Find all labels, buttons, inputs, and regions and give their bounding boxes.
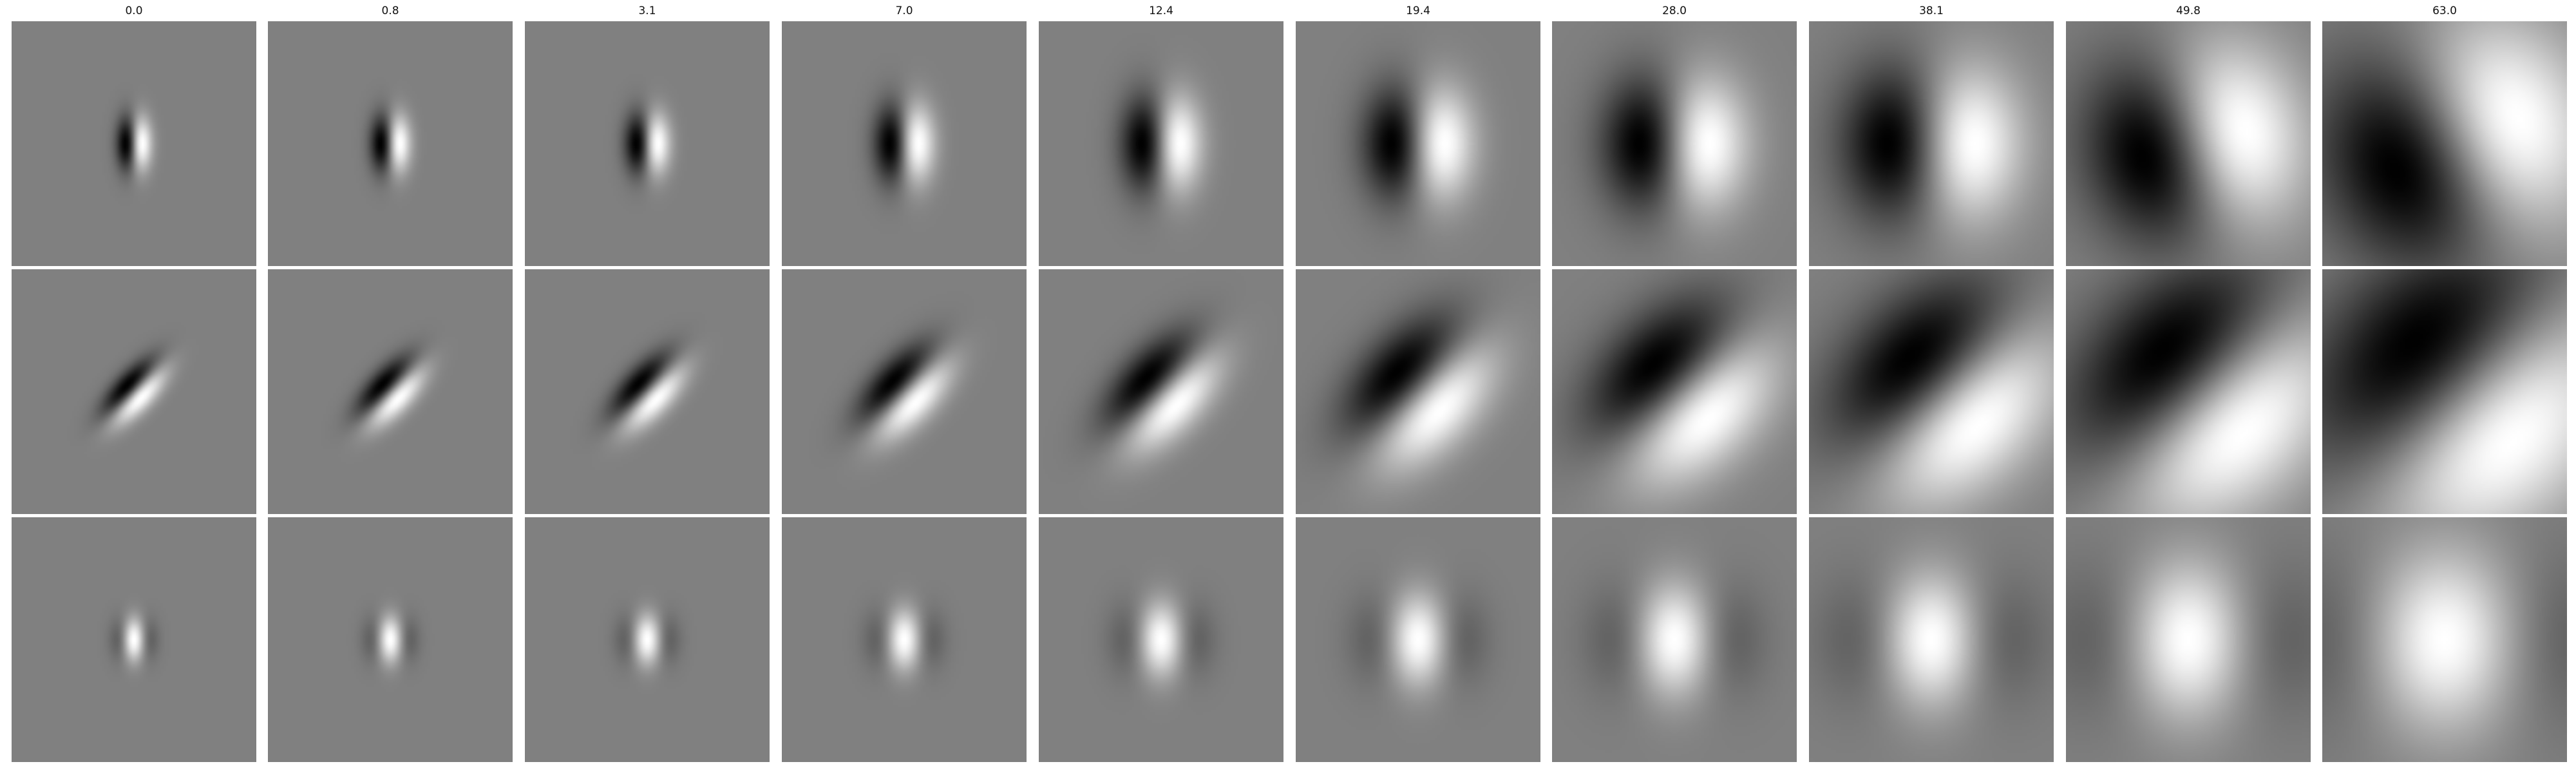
column-title: 49.8 xyxy=(2176,5,2201,17)
filter-panel xyxy=(1552,21,1797,266)
filter-panel xyxy=(2066,269,2311,514)
column-title: 7.0 xyxy=(895,5,913,17)
filter-panel xyxy=(2322,269,2567,514)
filter-panel xyxy=(1296,269,1540,514)
column-title: 19.4 xyxy=(1406,5,1430,17)
filter-panel xyxy=(525,21,770,266)
filter-panel xyxy=(1039,517,1283,762)
filter-panel xyxy=(12,269,256,514)
panel-grid xyxy=(12,21,2567,762)
filter-panel xyxy=(1552,517,1797,762)
filter-panel xyxy=(782,517,1027,762)
column-titles: 0.0 0.8 3.1 7.0 12.4 19.4 28.0 38.1 49.8 63.0 xyxy=(125,5,2456,17)
filter-panel xyxy=(1809,21,2054,266)
column-title: 38.1 xyxy=(1919,5,1944,17)
filter-panel xyxy=(1809,517,2054,762)
column-title: 0.0 xyxy=(125,5,142,17)
column-title: 63.0 xyxy=(2432,5,2457,17)
filter-panel xyxy=(2322,517,2567,762)
filter-panel xyxy=(1809,269,2054,514)
column-title: 3.1 xyxy=(638,5,656,17)
column-title: 0.8 xyxy=(381,5,399,17)
filter-panel xyxy=(2322,21,2567,266)
filter-panel xyxy=(1296,21,1540,266)
filter-panel xyxy=(782,269,1027,514)
column-title: 28.0 xyxy=(1662,5,1687,17)
filter-panel xyxy=(525,517,770,762)
filter-panel xyxy=(268,517,513,762)
filter-panel xyxy=(2066,21,2311,266)
filter-panel xyxy=(12,21,256,266)
filter-panel xyxy=(1296,517,1540,762)
filter-panel xyxy=(1039,21,1283,266)
filter-panel xyxy=(268,269,513,514)
filter-panel xyxy=(1552,269,1797,514)
filter-panel xyxy=(1039,269,1283,514)
filter-panel xyxy=(12,517,256,762)
filter-panel xyxy=(2066,517,2311,762)
filter-panel xyxy=(268,21,513,266)
filter-panel xyxy=(525,269,770,514)
filter-panel xyxy=(782,21,1027,266)
column-title: 12.4 xyxy=(1149,5,1173,17)
